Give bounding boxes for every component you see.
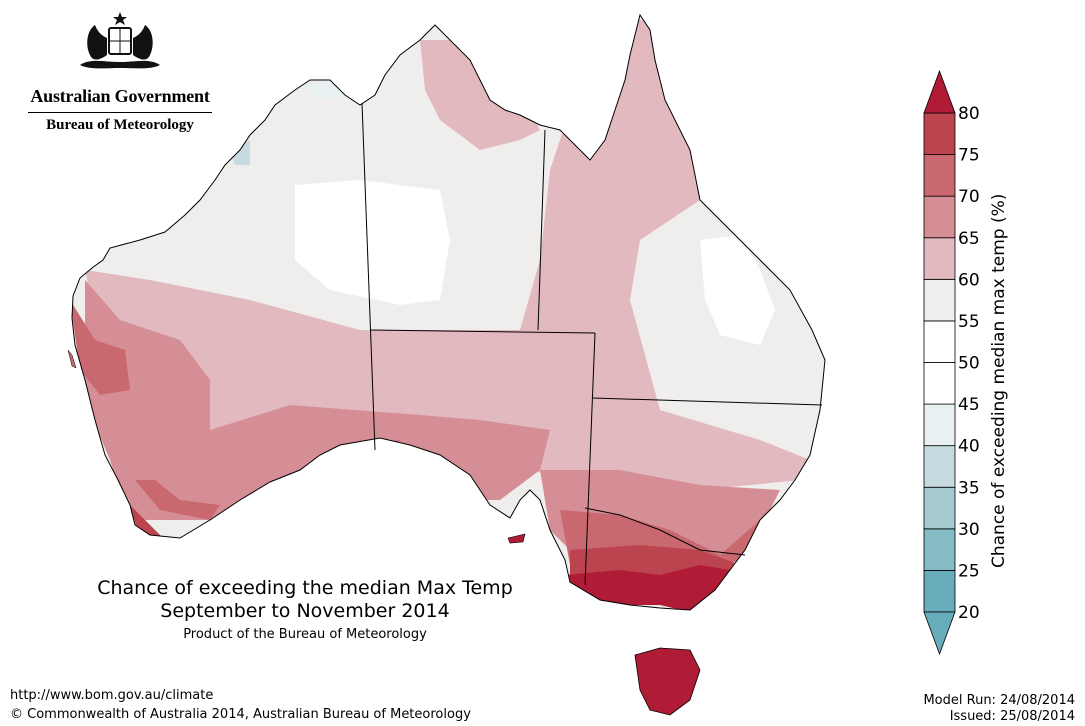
tasmania [634, 647, 701, 716]
map-title: Chance of exceeding the median Max Temp [97, 577, 513, 599]
product-credit: Product of the Bureau of Meteorology [183, 627, 427, 642]
legend-arrow-low [923, 611, 956, 656]
coat-of-arms-icon [80, 12, 160, 69]
legend-band [923, 112, 956, 155]
legend-band [923, 528, 956, 571]
legend-band [923, 195, 956, 239]
legend-tick-label: 50 [958, 354, 980, 374]
legend-tick-label: 75 [958, 146, 980, 166]
legend-tick-label: 20 [958, 603, 980, 623]
legend-band [923, 403, 956, 447]
legend-tick-label: 35 [958, 478, 980, 498]
source-url: http://www.bom.gov.au/climate [10, 688, 214, 703]
model-run: Model Run: 24/08/2014 [923, 693, 1075, 708]
legend-tick-label: 70 [958, 187, 980, 207]
agency-name: Bureau of Meteorology [46, 117, 194, 133]
legend-tick-label: 45 [958, 395, 980, 415]
logo-divider [28, 112, 212, 113]
government-logo: Australian Government Bureau of Meteorol… [20, 10, 220, 134]
legend-band [923, 237, 956, 280]
legend-band [923, 570, 956, 613]
legend-band [923, 278, 956, 322]
legend-tick-label: 30 [958, 520, 980, 540]
legend-arrow-high [923, 69, 956, 114]
copyright: © Commonwealth of Australia 2014, Austra… [10, 707, 471, 722]
legend-band [923, 154, 956, 197]
legend-band [923, 362, 956, 405]
legend-band [923, 445, 956, 488]
state-borders [361, 102, 823, 586]
legend-tick-label: 65 [958, 229, 980, 249]
issued-date: Issued: 25/08/2014 [949, 709, 1075, 724]
legend-title: Chance of exceeding median max temp (%) [989, 194, 1009, 568]
legend-tick-label: 55 [958, 312, 980, 332]
kangaroo-island [507, 533, 526, 544]
legend-band [923, 320, 956, 363]
island-wa [67, 349, 77, 369]
legend-band [923, 486, 956, 530]
map-subtitle: September to November 2014 [160, 600, 450, 622]
government-name: Australian Government [30, 86, 210, 106]
legend-tick-label: 60 [958, 270, 980, 290]
legend-tick-label: 80 [958, 104, 980, 124]
legend-tick-label: 25 [958, 561, 980, 581]
legend-tick-label: 40 [958, 437, 980, 457]
coastline [71, 13, 826, 611]
